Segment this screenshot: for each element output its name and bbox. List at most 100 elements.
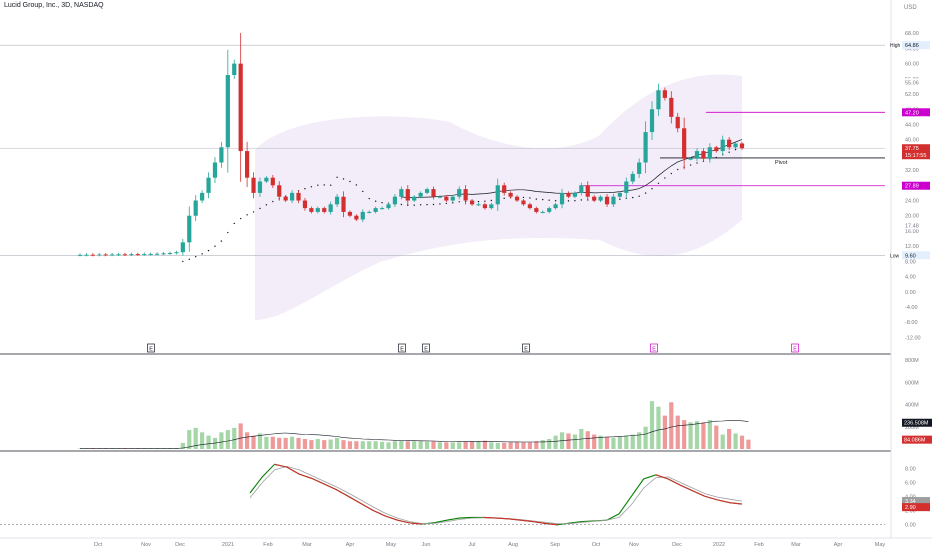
candle: [457, 189, 462, 197]
y-tick-label: -4.00: [905, 305, 918, 311]
ma-dot: [535, 198, 538, 200]
ma-dot: [580, 199, 583, 201]
candle: [450, 196, 455, 201]
volume-bar: [412, 441, 417, 449]
ma-dot: [304, 188, 306, 190]
ma-dot: [452, 202, 454, 204]
candle: [122, 254, 128, 256]
candle: [675, 116, 680, 129]
volume-bar: [540, 440, 545, 449]
volume-bar: [232, 427, 237, 449]
x-tick-label: Dec: [175, 542, 185, 548]
volume-bar: [675, 415, 680, 449]
candle: [360, 211, 365, 220]
x-tick-label: Apr: [834, 542, 843, 548]
volume-bar: [617, 436, 622, 449]
ma-dot: [201, 253, 203, 255]
volume-bar: [399, 440, 404, 449]
volume-bar: [116, 448, 121, 449]
volume-bar: [643, 426, 648, 449]
volume-bar: [457, 442, 462, 449]
candle: [437, 196, 443, 198]
volume-tick-label: 800M: [905, 358, 919, 364]
ma-dot: [227, 231, 229, 234]
price-label-bg: [902, 144, 930, 153]
ma-dot: [490, 199, 493, 202]
volume-bar: [90, 448, 95, 449]
volume-bar: [212, 437, 218, 449]
earnings-marker[interactable]: [522, 343, 530, 353]
price-label: 9.60: [905, 253, 916, 259]
y-tick-label: 40.00: [905, 138, 919, 144]
volume-bar: [514, 442, 520, 449]
osc-falling-line: [274, 463, 743, 526]
candle: [129, 254, 134, 256]
earnings-marker[interactable]: [398, 343, 406, 353]
earnings-marker[interactable]: [147, 343, 155, 353]
volume-bar: [84, 448, 89, 449]
volume-bar: [534, 441, 539, 449]
price-label-bg: [902, 181, 930, 190]
price-label: 15:17:55: [905, 153, 926, 159]
ma-dot: [638, 195, 640, 197]
price-label-tag: Low: [890, 253, 900, 259]
candle: [405, 189, 410, 201]
candle: [264, 177, 269, 182]
volume-bar: [424, 441, 430, 449]
volume-bar: [219, 432, 224, 449]
x-tick-label: May: [875, 542, 886, 548]
candle: [463, 189, 468, 201]
volume-bar: [553, 435, 558, 449]
candle: [212, 162, 218, 178]
x-tick-label: Mar: [791, 542, 801, 548]
volume-bar: [431, 441, 436, 449]
ma-dot: [484, 200, 486, 202]
volume-bar: [463, 441, 468, 449]
ma-dot: [664, 177, 666, 179]
price-label-bg: [902, 78, 930, 87]
ma-dot: [233, 222, 235, 225]
candle: [733, 143, 738, 148]
ma-dot: [400, 203, 403, 206]
volume-bar: [180, 442, 185, 449]
volume-bar: [360, 441, 365, 449]
chart-title: Lucid Group, Inc., 3D, NASDAQ: [4, 2, 104, 9]
y-tick-label: 24.00: [905, 199, 919, 205]
volume-bar: [727, 428, 732, 449]
candle: [727, 139, 732, 148]
y-tick-label: 12.00: [905, 244, 919, 250]
y-tick-label: 0.00: [905, 290, 916, 296]
volume-bar: [251, 435, 256, 449]
earnings-marker[interactable]: [791, 343, 799, 353]
volume-bar: [77, 448, 83, 449]
candle: [225, 75, 230, 148]
price-label: 55.06: [905, 80, 919, 86]
earnings-marker[interactable]: [422, 343, 430, 353]
ma-dot: [574, 199, 576, 202]
volume-bar: [347, 441, 353, 449]
volume-bar: [200, 432, 205, 449]
x-tick-label: Jun: [422, 542, 431, 548]
volume-bar: [585, 431, 590, 449]
volume-bar: [122, 448, 128, 449]
candle: [637, 162, 642, 174]
candle: [270, 177, 275, 186]
candle: [110, 254, 115, 256]
volume-bar: [444, 442, 449, 449]
ma-dot: [329, 184, 332, 186]
x-tick-label: May: [386, 542, 397, 548]
earnings-marker[interactable]: [650, 343, 658, 353]
candle: [476, 204, 481, 206]
ma-dot: [207, 249, 210, 252]
x-tick-label: Jul: [468, 542, 475, 548]
candle: [534, 208, 539, 212]
candle: [90, 254, 95, 256]
y-tick-label: -12.00: [905, 335, 921, 341]
volume-bar: [566, 433, 571, 449]
price-label-bg: [902, 221, 930, 230]
ma-dot: [632, 196, 634, 199]
price-label-bg: [902, 108, 930, 117]
candle: [379, 208, 385, 210]
candle: [315, 208, 320, 212]
